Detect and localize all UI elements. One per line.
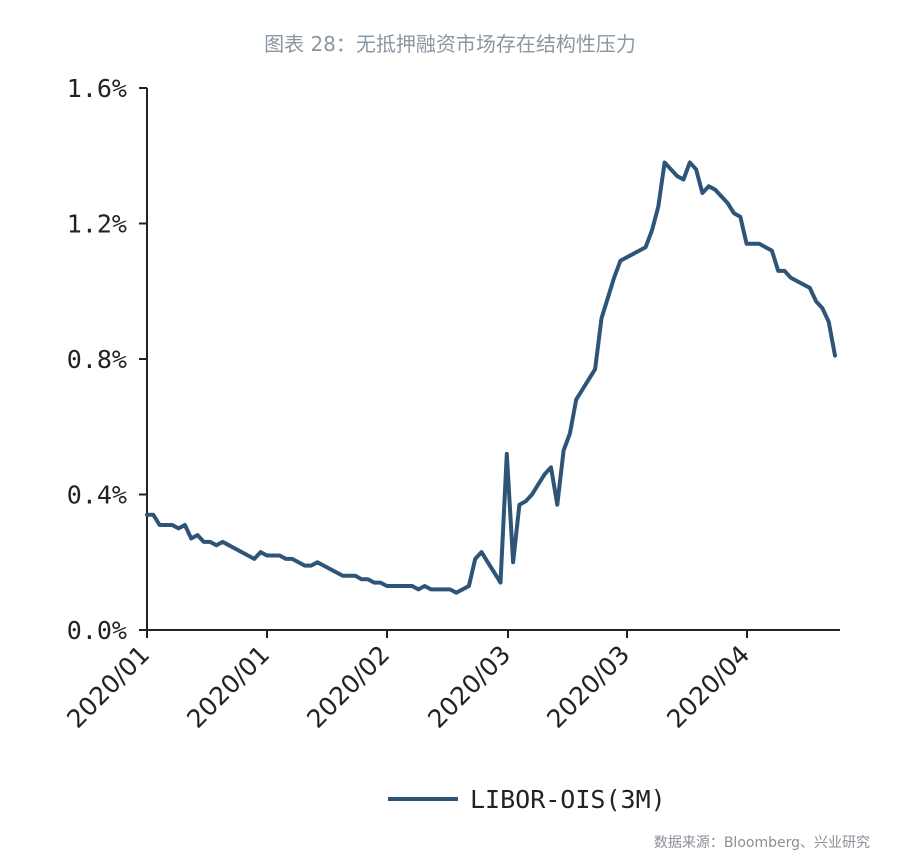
series-line (145, 160, 837, 595)
legend-label: LIBOR-OIS(3M) (470, 785, 666, 814)
y-tick-label: 0.0% (67, 616, 127, 645)
x-tick-label: 2020/03 (422, 640, 516, 734)
chart-title: 图表 28：无抵押融资市场存在结构性压力 (264, 32, 636, 56)
x-tick-label: 2020/03 (541, 640, 635, 734)
y-tick-label: 1.2% (67, 210, 127, 239)
y-tick-label: 0.4% (67, 481, 127, 510)
data-source: 数据来源：Bloomberg、兴业研究 (653, 835, 870, 851)
y-tick-label: 1.6% (67, 74, 127, 103)
x-tick-label: 2020/02 (301, 640, 395, 734)
y-tick-label: 0.8% (67, 345, 127, 374)
x-tick-label: 2020/04 (661, 640, 755, 734)
x-tick-label: 2020/01 (181, 640, 275, 734)
x-tick-label: 2020/01 (61, 640, 155, 734)
